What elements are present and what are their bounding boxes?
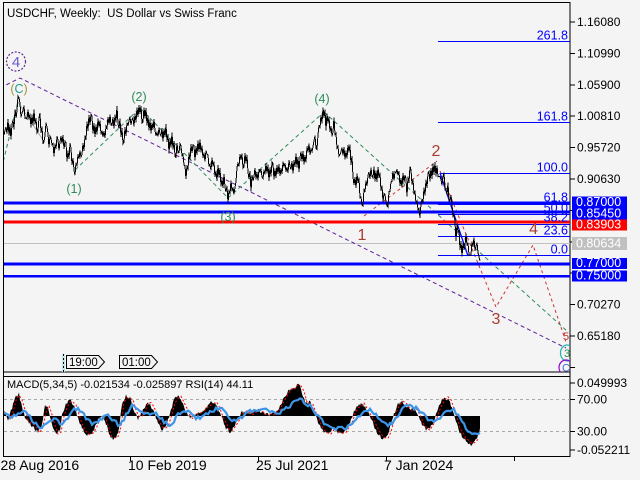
svg-text:4: 4 [529, 221, 538, 238]
svg-text:7 Jan 2024: 7 Jan 2024 [384, 457, 453, 473]
svg-text:61.8: 61.8 [544, 191, 568, 205]
svg-text:38.2: 38.2 [544, 211, 568, 225]
svg-text:2: 2 [432, 143, 441, 160]
svg-text:0.049993: 0.049993 [577, 376, 627, 390]
svg-text:0.77000: 0.77000 [576, 256, 621, 270]
svg-text:161.8: 161.8 [537, 110, 568, 124]
svg-text:50.0: 50.0 [544, 201, 568, 215]
svg-text:01:00: 01:00 [122, 357, 151, 369]
svg-text:-0.052211: -0.052211 [577, 443, 630, 457]
svg-text:4: 4 [12, 54, 20, 71]
svg-text:C: C [562, 363, 570, 375]
svg-text:3: 3 [564, 348, 570, 360]
svg-text:1.05900: 1.05900 [577, 78, 621, 92]
svg-text:100.0: 100.0 [537, 161, 568, 175]
svg-text:(C): (C) [10, 82, 27, 96]
svg-text:28 Aug 2016: 28 Aug 2016 [1, 457, 80, 473]
svg-text:10 Feb 2019: 10 Feb 2019 [128, 457, 207, 473]
svg-text:0.75000: 0.75000 [576, 269, 621, 283]
svg-text:0.65180: 0.65180 [577, 329, 621, 343]
svg-text:0.87000: 0.87000 [576, 195, 621, 209]
svg-text:25 Jul 2021: 25 Jul 2021 [256, 457, 329, 473]
svg-text:30.00: 30.00 [577, 425, 607, 439]
svg-text:1.10990: 1.10990 [577, 46, 621, 60]
svg-text:0.95720: 0.95720 [577, 141, 621, 155]
svg-text:(1): (1) [66, 182, 81, 196]
svg-text:(4): (4) [314, 92, 329, 106]
svg-text:261.8: 261.8 [537, 29, 568, 43]
svg-text:0.83903: 0.83903 [576, 218, 621, 232]
svg-text:23.6: 23.6 [544, 224, 568, 238]
svg-text:MACD(5,34,5) -0.021534 -0.0258: MACD(5,34,5) -0.021534 -0.025897 RSI(14)… [7, 379, 253, 391]
svg-text:0.80634: 0.80634 [576, 237, 621, 251]
svg-text:19:00: 19:00 [69, 357, 98, 369]
svg-text:USDCHF, Weekly: US Dollar vs: USDCHF, Weekly: US Dollar vs Swiss Franc [7, 8, 237, 20]
svg-text:3: 3 [492, 311, 501, 328]
svg-text:0.85450: 0.85450 [576, 207, 621, 221]
svg-text:1.00810: 1.00810 [577, 109, 621, 123]
svg-text:(2): (2) [131, 90, 146, 104]
svg-text:(3): (3) [220, 210, 235, 224]
svg-text:1.16080: 1.16080 [577, 15, 621, 29]
svg-text:0.0: 0.0 [551, 243, 568, 257]
svg-text:0.70270: 0.70270 [577, 298, 621, 312]
svg-text:70.00: 70.00 [577, 393, 607, 407]
svg-text:5: 5 [563, 331, 569, 343]
svg-text:0.90630: 0.90630 [577, 172, 621, 186]
svg-text:1: 1 [358, 227, 367, 244]
